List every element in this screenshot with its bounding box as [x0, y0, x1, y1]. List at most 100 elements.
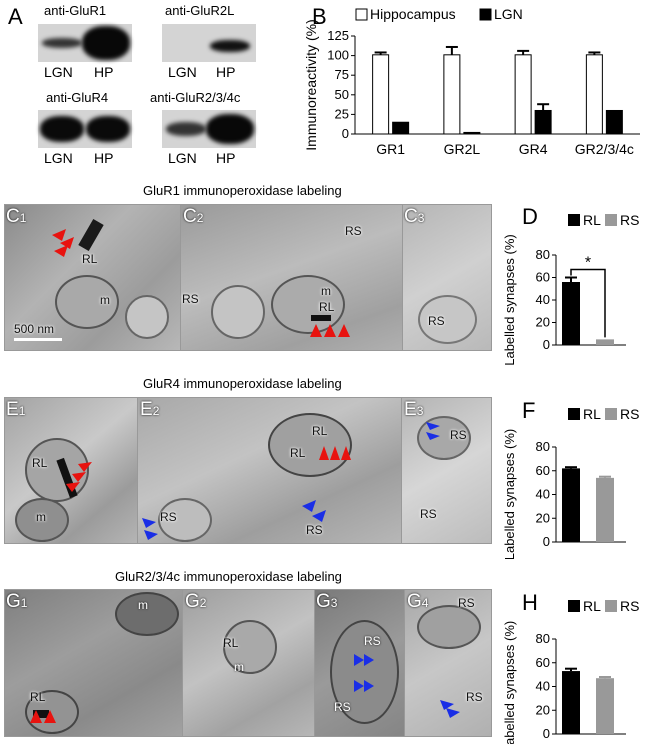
y-tick-label: 60 — [536, 463, 550, 478]
panel-letter-a: A — [8, 4, 23, 29]
y-tick-label: 40 — [536, 487, 550, 502]
lane-label-hp: HP — [94, 150, 114, 166]
y-tick-label: 0 — [543, 534, 550, 549]
label-m: m — [138, 598, 148, 612]
bar-lgn — [534, 109, 552, 135]
y-tick-label: 40 — [536, 679, 550, 694]
lane-label-lgn: LGN — [44, 64, 73, 80]
label-rs: RS — [466, 690, 483, 704]
legend-label-lgn: LGN — [494, 6, 523, 22]
bar-hippocampus — [514, 54, 532, 135]
bar-rs — [596, 477, 614, 542]
label-m: m — [36, 510, 46, 524]
label-rs: RS — [345, 224, 362, 238]
lane-label-lgn: LGN — [168, 64, 197, 80]
blot-title-glur4: anti-GluR4 — [46, 90, 109, 105]
x-tick-label: GR2L — [444, 141, 481, 157]
label-m: m — [321, 284, 331, 298]
bar-hippocampus — [585, 54, 603, 135]
row-title-c: GluR1 immunoperoxidase labeling — [143, 183, 342, 198]
x-tick-label: GR1 — [376, 141, 405, 157]
subpanel-c3: C3 — [404, 206, 425, 227]
row-title-e: GluR4 immunoperoxidase labeling — [143, 376, 342, 391]
label-rl: RL — [30, 690, 46, 704]
bar-rs — [596, 339, 614, 345]
y-tick-label: 125 — [327, 28, 349, 43]
row-title-g: GluR2/3/4c immunoperoxidase labeling — [115, 569, 342, 584]
legend-swatch-rs — [605, 408, 617, 420]
label-rs: RS — [420, 507, 437, 521]
bar-lgn — [463, 131, 481, 135]
label-rl: RL — [290, 446, 306, 460]
em-image-g1 — [4, 589, 184, 737]
red-arrowheads-g1 — [30, 710, 56, 723]
significance-asterisk: * — [585, 255, 591, 272]
legend-label-rs: RS — [620, 598, 639, 614]
bar-rl — [562, 468, 580, 542]
lane-label-lgn: LGN — [168, 150, 197, 166]
y-tick-label: 20 — [536, 315, 550, 330]
blot-glur2l — [162, 24, 256, 62]
legend-label-hippocampus: Hippocampus — [370, 6, 456, 22]
bar-lgn — [605, 109, 623, 135]
lane-label-hp: HP — [216, 64, 236, 80]
blue-arrowheads-g4 — [440, 700, 460, 718]
bar-lgn — [392, 121, 410, 135]
y-tick-label: 60 — [536, 270, 550, 285]
subpanel-e2: E2 — [140, 399, 160, 420]
blue-arrowheads-e3 — [426, 422, 440, 440]
significance-bracket — [570, 268, 606, 338]
chart-h: 0 20 40 60 80 Labelled synapses (%) RL RS — [502, 598, 639, 744]
y-tick-label: 0 — [543, 337, 550, 352]
blot-glur4 — [38, 110, 132, 148]
em-image-c2 — [180, 204, 404, 351]
blue-arrowheads-e2-bottom — [302, 500, 326, 522]
em-image-e3 — [401, 397, 492, 544]
blot-glur1 — [38, 24, 132, 62]
y-tick-label: 0 — [543, 726, 550, 741]
y-axis-label: Immunoreactivity (%) — [303, 19, 319, 150]
red-arrowheads-e2 — [319, 446, 351, 460]
subpanel-g4: G4 — [407, 591, 429, 612]
panel-letter-b: B — [312, 4, 327, 29]
legend-swatch-lgn — [479, 8, 492, 21]
subpanel-g3: G3 — [316, 591, 338, 612]
bar-rs — [596, 678, 614, 734]
label-rl: RL — [223, 636, 239, 650]
subpanel-e1: E1 — [6, 399, 26, 420]
legend-label-rl: RL — [583, 212, 601, 228]
label-rs: RS — [364, 634, 381, 648]
y-tick-label: 100 — [327, 48, 349, 63]
y-tick-label: 25 — [335, 106, 349, 121]
label-rs: RS — [306, 523, 323, 537]
red-arrowheads-c2 — [310, 324, 350, 337]
subpanel-e3: E3 — [404, 399, 424, 420]
subpanel-c1: C1 — [6, 206, 27, 227]
label-rl: RL — [312, 424, 328, 438]
y-axis-label: Labelled synapses (%) — [502, 621, 517, 744]
y-axis-label: Labelled synapses (%) — [502, 234, 517, 365]
blot-title-glur1: anti-GluR1 — [44, 3, 107, 18]
blue-arrowheads-e2-left — [142, 518, 158, 540]
lane-label-hp: HP — [94, 64, 114, 80]
y-tick-label: 75 — [335, 67, 349, 82]
legend-label-rs: RS — [620, 406, 639, 422]
chart-b: 0 25 50 75 100 125 Immunoreactivity (%) GR1 GR2L… — [303, 6, 640, 157]
y-tick-label: 80 — [536, 247, 550, 262]
y-tick-label: 40 — [536, 292, 550, 307]
x-tick-label: GR4 — [519, 141, 548, 157]
em-image-g2 — [182, 589, 316, 737]
em-image-e1 — [4, 397, 139, 544]
blue-arrowheads-g3 — [354, 654, 374, 692]
y-axis-label: Labelled synapses (%) — [502, 429, 517, 559]
red-arrowheads-e1 — [66, 462, 92, 492]
y-tick-label: 60 — [536, 655, 550, 670]
bar-hippocampus — [372, 54, 390, 135]
y-tick-label: 80 — [536, 631, 550, 646]
y-tick-label: 0 — [342, 126, 349, 141]
subpanel-g1: G1 — [6, 591, 28, 612]
panel-letter-d: D — [522, 204, 538, 229]
chart-d: 0 20 40 60 80 Labelled synapses (%) RL RS * — [502, 212, 639, 365]
legend-swatch-hippocampus — [355, 8, 368, 21]
